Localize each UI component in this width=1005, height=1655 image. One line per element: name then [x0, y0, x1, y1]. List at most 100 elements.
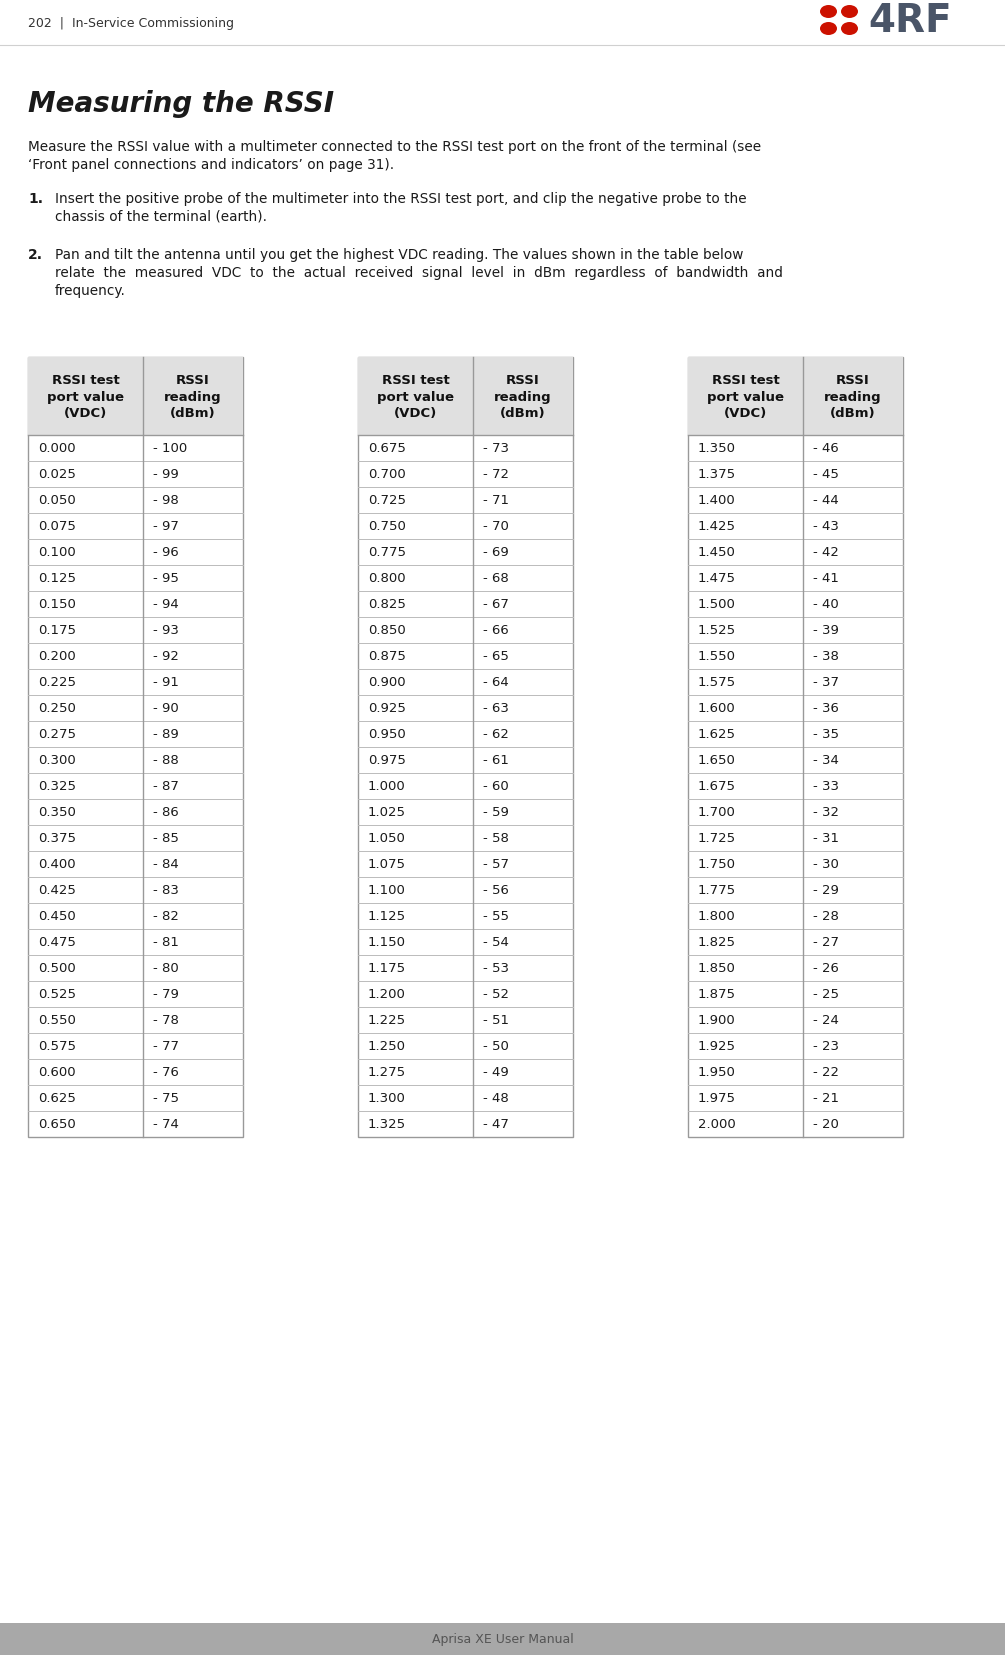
Text: 1.775: 1.775: [698, 884, 736, 897]
Text: 1.575: 1.575: [698, 677, 736, 688]
Text: - 43: - 43: [813, 520, 839, 533]
Text: - 100: - 100: [153, 442, 187, 455]
Text: 1.200: 1.200: [368, 988, 406, 1001]
Text: - 35: - 35: [813, 728, 839, 741]
Text: 0.275: 0.275: [38, 728, 76, 741]
Text: 1.925: 1.925: [698, 1039, 736, 1053]
Text: - 71: - 71: [483, 495, 509, 506]
Text: 1.850: 1.850: [698, 962, 736, 975]
Text: - 28: - 28: [813, 910, 839, 923]
Text: - 74: - 74: [153, 1117, 179, 1130]
Text: 0.525: 0.525: [38, 988, 76, 1001]
Ellipse shape: [820, 23, 837, 36]
Text: 0.550: 0.550: [38, 1015, 75, 1026]
Text: 1.725: 1.725: [698, 832, 736, 846]
Text: - 38: - 38: [813, 650, 839, 664]
Text: - 30: - 30: [813, 857, 839, 871]
Text: - 95: - 95: [153, 573, 179, 586]
Text: 1.075: 1.075: [368, 857, 406, 871]
Text: - 94: - 94: [153, 597, 179, 611]
Text: 0.950: 0.950: [368, 728, 406, 741]
Text: 1.700: 1.700: [698, 806, 736, 819]
Text: 0.150: 0.150: [38, 597, 75, 611]
Text: 1.125: 1.125: [368, 910, 406, 923]
Text: - 69: - 69: [483, 546, 509, 559]
Text: - 44: - 44: [813, 495, 839, 506]
Text: - 60: - 60: [483, 780, 509, 793]
Text: 1.675: 1.675: [698, 780, 736, 793]
Text: 4RF: 4RF: [868, 2, 952, 40]
Bar: [358, 357, 573, 435]
Text: - 24: - 24: [813, 1015, 839, 1026]
Text: Pan and tilt the antenna until you get the highest VDC reading. The values shown: Pan and tilt the antenna until you get t…: [55, 248, 744, 261]
Text: - 84: - 84: [153, 857, 179, 871]
Text: 1.800: 1.800: [698, 910, 736, 923]
Text: 0.325: 0.325: [38, 780, 76, 793]
Text: 0.800: 0.800: [368, 573, 406, 586]
Text: - 22: - 22: [813, 1066, 839, 1079]
Text: - 68: - 68: [483, 573, 509, 586]
Text: - 48: - 48: [483, 1092, 509, 1106]
Bar: [28, 357, 243, 435]
Text: Aprisa XE User Manual: Aprisa XE User Manual: [431, 1632, 574, 1645]
Text: Measuring the RSSI: Measuring the RSSI: [28, 89, 334, 118]
Text: - 79: - 79: [153, 988, 179, 1001]
Text: - 36: - 36: [813, 702, 839, 715]
Text: - 65: - 65: [483, 650, 509, 664]
Text: - 73: - 73: [483, 442, 509, 455]
Text: 1.750: 1.750: [698, 857, 736, 871]
Text: 0.975: 0.975: [368, 755, 406, 766]
Text: - 21: - 21: [813, 1092, 839, 1106]
Text: ‘Front panel connections and indicators’ on page 31).: ‘Front panel connections and indicators’…: [28, 157, 394, 172]
Text: 1.425: 1.425: [698, 520, 736, 533]
Text: 0.100: 0.100: [38, 546, 75, 559]
Text: chassis of the terminal (earth).: chassis of the terminal (earth).: [55, 210, 267, 223]
Text: - 40: - 40: [813, 597, 839, 611]
Text: - 85: - 85: [153, 832, 179, 846]
Text: 1.150: 1.150: [368, 937, 406, 948]
Text: - 70: - 70: [483, 520, 509, 533]
Text: Insert the positive probe of the multimeter into the RSSI test port, and clip th: Insert the positive probe of the multime…: [55, 192, 747, 205]
Text: relate  the  measured  VDC  to  the  actual  received  signal  level  in  dBm  r: relate the measured VDC to the actual re…: [55, 266, 783, 280]
Text: 1.475: 1.475: [698, 573, 736, 586]
Text: 0.925: 0.925: [368, 702, 406, 715]
Text: 1.350: 1.350: [698, 442, 736, 455]
Bar: [688, 357, 903, 1137]
Text: 1.625: 1.625: [698, 728, 736, 741]
Text: 1.450: 1.450: [698, 546, 736, 559]
Text: - 55: - 55: [483, 910, 509, 923]
Text: - 58: - 58: [483, 832, 509, 846]
Text: 0.350: 0.350: [38, 806, 75, 819]
Text: 0.900: 0.900: [368, 677, 406, 688]
Text: 0.775: 0.775: [368, 546, 406, 559]
Text: - 47: - 47: [483, 1117, 509, 1130]
Text: 1.000: 1.000: [368, 780, 406, 793]
Text: - 67: - 67: [483, 597, 509, 611]
Text: 1.550: 1.550: [698, 650, 736, 664]
Text: 1.950: 1.950: [698, 1066, 736, 1079]
Text: - 82: - 82: [153, 910, 179, 923]
Text: 1.250: 1.250: [368, 1039, 406, 1053]
Text: - 56: - 56: [483, 884, 509, 897]
Text: - 26: - 26: [813, 962, 839, 975]
Text: - 63: - 63: [483, 702, 509, 715]
Text: - 32: - 32: [813, 806, 839, 819]
Text: - 64: - 64: [483, 677, 509, 688]
Text: 1.100: 1.100: [368, 884, 406, 897]
Text: RSSI test
port value
(VDC): RSSI test port value (VDC): [377, 374, 454, 420]
Text: 0.050: 0.050: [38, 495, 75, 506]
Text: 0.125: 0.125: [38, 573, 76, 586]
Text: - 31: - 31: [813, 832, 839, 846]
Text: - 45: - 45: [813, 468, 839, 482]
Text: - 97: - 97: [153, 520, 179, 533]
Text: 1.: 1.: [28, 192, 43, 205]
Text: RSSI test
port value
(VDC): RSSI test port value (VDC): [47, 374, 124, 420]
Text: 0.225: 0.225: [38, 677, 76, 688]
Text: - 39: - 39: [813, 624, 839, 637]
Text: - 34: - 34: [813, 755, 839, 766]
Text: 1.650: 1.650: [698, 755, 736, 766]
Text: - 87: - 87: [153, 780, 179, 793]
Text: 0.450: 0.450: [38, 910, 75, 923]
Text: 0.375: 0.375: [38, 832, 76, 846]
Text: - 61: - 61: [483, 755, 509, 766]
